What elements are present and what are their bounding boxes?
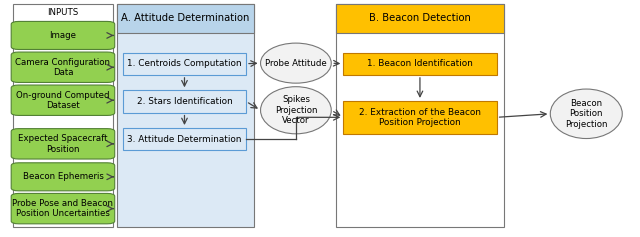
Bar — [336, 4, 504, 32]
Text: B. Beacon Detection: B. Beacon Detection — [369, 13, 471, 23]
Text: Beacon Ephemeris: Beacon Ephemeris — [22, 172, 104, 181]
Text: 1. Centroids Computation: 1. Centroids Computation — [127, 59, 242, 68]
Bar — [116, 4, 254, 32]
Text: 3. Attitude Determination: 3. Attitude Determination — [127, 135, 242, 144]
FancyBboxPatch shape — [11, 85, 115, 115]
Text: INPUTS: INPUTS — [47, 8, 79, 17]
FancyBboxPatch shape — [11, 163, 115, 191]
FancyBboxPatch shape — [11, 52, 115, 82]
Ellipse shape — [260, 43, 332, 83]
Text: 2. Extraction of the Beacon
Position Projection: 2. Extraction of the Beacon Position Pro… — [359, 108, 481, 127]
FancyBboxPatch shape — [11, 21, 115, 50]
Ellipse shape — [550, 89, 622, 139]
Ellipse shape — [260, 87, 332, 134]
Bar — [116, 4, 254, 227]
Bar — [336, 4, 504, 227]
Text: A. Attitude Determination: A. Attitude Determination — [121, 13, 250, 23]
Text: Spikes
Projection
Vector: Spikes Projection Vector — [275, 95, 317, 125]
Bar — [343, 53, 497, 75]
Bar — [13, 4, 113, 227]
FancyBboxPatch shape — [11, 193, 115, 224]
Bar — [123, 53, 246, 75]
FancyBboxPatch shape — [11, 129, 115, 159]
Text: Probe Pose and Beacon
Position Uncertainties: Probe Pose and Beacon Position Uncertain… — [12, 199, 113, 218]
Text: On-ground Computed
Dataset: On-ground Computed Dataset — [16, 91, 109, 110]
Bar — [123, 128, 246, 150]
Text: Beacon
Position
Projection: Beacon Position Projection — [565, 99, 607, 129]
Text: Probe Attitude: Probe Attitude — [265, 59, 327, 68]
Text: 2. Stars Identification: 2. Stars Identification — [136, 97, 232, 106]
Text: Camera Configuration
Data: Camera Configuration Data — [15, 58, 111, 77]
Bar — [123, 90, 246, 113]
Text: Expected Spacecraft
Position: Expected Spacecraft Position — [18, 134, 108, 154]
Text: 1. Beacon Identification: 1. Beacon Identification — [367, 59, 473, 68]
Text: Image: Image — [49, 31, 76, 40]
Bar — [343, 101, 497, 134]
